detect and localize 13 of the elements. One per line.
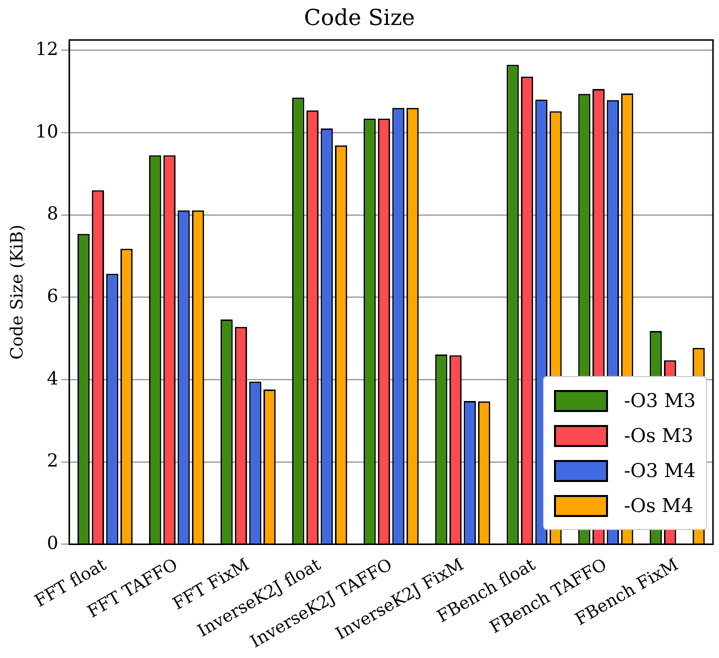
legend-label: -Os M3 <box>624 424 694 447</box>
legend-label: -O3 M4 <box>624 460 696 482</box>
y-tick-label: 10 <box>35 121 58 142</box>
y-tick-label: 8 <box>46 204 58 225</box>
y-tick-label: 2 <box>46 450 58 472</box>
legend-label: -Os M4 <box>624 494 694 517</box>
chart-title: Code Size <box>303 6 416 31</box>
legend-label: -O3 M3 <box>624 390 696 412</box>
y-axis-title: Code Size (KiB) <box>8 224 28 360</box>
y-tick-label: 4 <box>46 368 58 390</box>
y-tick-label: 12 <box>35 38 58 60</box>
y-tick-label: 6 <box>46 286 58 307</box>
y-tick-label: 0 <box>46 532 58 554</box>
